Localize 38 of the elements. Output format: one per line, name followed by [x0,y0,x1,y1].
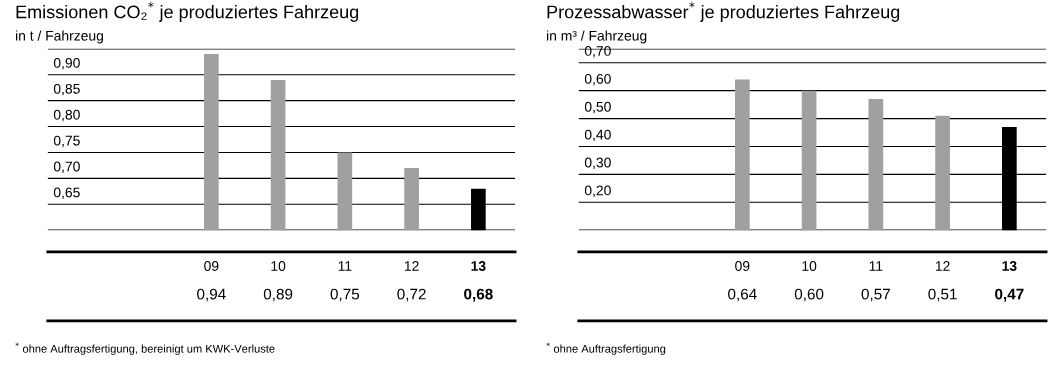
x-tick-label: 09 [204,261,219,271]
text: 0,30 [584,157,611,170]
y-axis-title: in t / Fahrzeug [16,30,103,44]
x-tick-label: 10 [271,261,286,271]
text: 0,70 [53,161,80,174]
data-label: 0,57 [861,288,890,302]
text: $^{*}$ ohne Auftragsfertigung [546,342,666,355]
text: 0,85 [53,83,80,96]
data-label: 0,68 [464,288,493,302]
x-tick-label: 13 [1002,261,1017,271]
data-label: 0,60 [794,288,824,302]
data-label: 0,72 [397,288,426,302]
text: 0,75 [53,135,80,148]
data-label: 0,94 [197,288,226,302]
x-tick-label: 09 [735,261,750,271]
text: 0,70 [584,46,611,58]
data-label: 0,51 [928,288,957,302]
data-label: 0,47 [995,288,1024,302]
data-label: 0,75 [330,288,360,302]
text: 0,60 [584,73,611,86]
x-tick-label: 13 [471,261,486,271]
x-tick-label: 10 [802,261,817,271]
text: $^{*}$ ohne Auftragsfertigung, bereinigt um KWK-Verluste [15,342,275,355]
x-tick-label: 12 [935,261,950,271]
y-axis-title: in m³ / Fahrzeug [547,30,647,44]
text: 0,20 [584,185,611,197]
data-label: 0,89 [263,288,293,302]
x-tick-label: 11 [869,261,883,271]
chart-title: Emissionen CO₂$^{*}$ je produziertes Fahrzeug [16,1,359,22]
x-tick-label: 12 [404,261,419,271]
text: 0,65 [53,187,80,199]
text: 0,90 [53,57,80,70]
data-label: 0,64 [728,288,757,302]
text: 0,40 [584,129,611,142]
chart-title: Prozessabwasser$^{*}$ je produziertes Fahrzeug [547,1,900,22]
x-tick-label: 11 [338,261,352,271]
text: 0,50 [584,101,611,114]
text: 0,80 [53,109,80,122]
